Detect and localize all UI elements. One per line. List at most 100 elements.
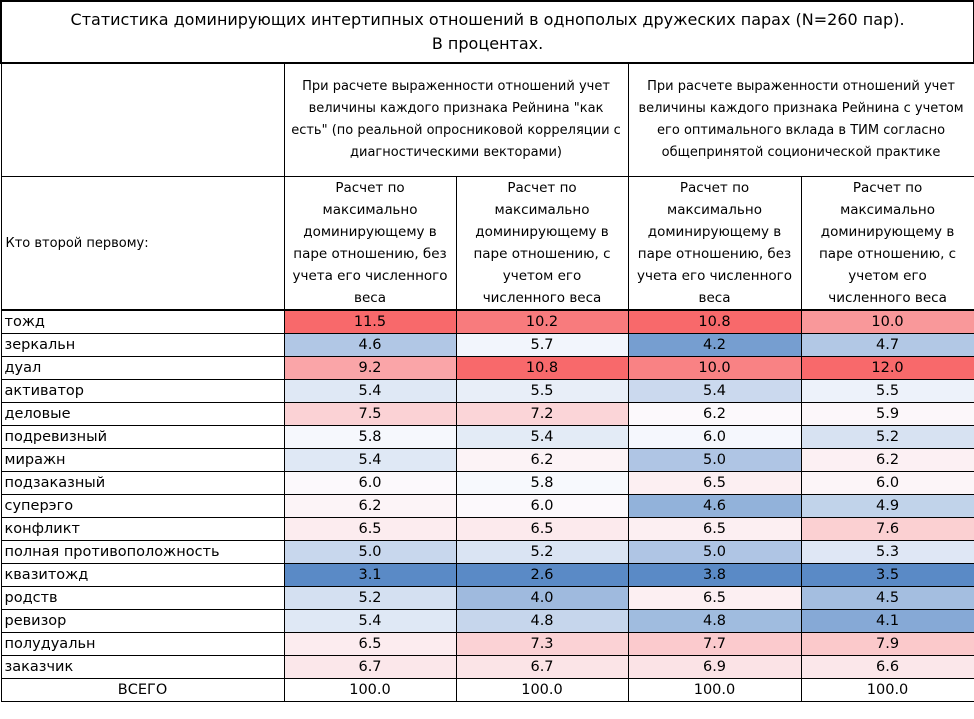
table-row: конфликт 6.5 6.5 6.5 7.6 [0,517,974,541]
value-cell: 10.8 [455,356,629,380]
value-cell: 7.3 [455,632,629,656]
value-cell: 6.9 [627,655,802,679]
value-cell: 10.0 [627,356,802,380]
row-label: ревизор [0,609,285,633]
value-cell: 6.7 [455,655,629,679]
value-cell: 4.1 [800,609,974,633]
row-label: подревизный [0,425,285,449]
value-cell: 4.7 [800,333,974,357]
table-row: дуал 9.2 10.8 10.0 12.0 [0,356,974,380]
value-cell: 6.5 [627,471,802,495]
value-cell: 2.6 [455,563,629,587]
table-title-line2: В процентах. [431,34,544,53]
table-row: миражн 5.4 6.2 5.0 6.2 [0,448,974,472]
value-cell: 5.2 [800,425,974,449]
value-cell: 6.2 [627,402,802,426]
value-cell: 10.0 [800,309,974,334]
table-title-line1: Статистика доминирующих интертипных отно… [70,10,905,29]
total-value-cell: 100.0 [283,678,457,702]
table-row: полная противоположность 5.0 5.2 5.0 5.3 [0,540,974,564]
value-cell: 6.6 [800,655,974,679]
row-label: родств [0,586,285,610]
value-cell: 6.5 [455,517,629,541]
header-corner [0,62,285,177]
value-cell: 7.2 [455,402,629,426]
subheader-col4: Расчет по максимально доминирующему в па… [800,176,974,311]
value-cell: 3.5 [800,563,974,587]
value-cell: 5.0 [627,448,802,472]
subheader-col1: Расчет по максимально доминирующему в па… [283,176,457,311]
value-cell: 4.6 [283,333,457,357]
value-cell: 6.0 [627,425,802,449]
value-cell: 5.4 [283,609,457,633]
table-row: активатор 5.4 5.5 5.4 5.5 [0,379,974,403]
subheader-col2: Расчет по максимально доминирующему в па… [455,176,629,311]
value-cell: 9.2 [283,356,457,380]
row-label: активатор [0,379,285,403]
value-cell: 7.6 [800,517,974,541]
total-label: ВСЕГО [0,678,285,702]
table-row: полудуальн 6.5 7.3 7.7 7.9 [0,632,974,656]
value-cell: 5.0 [283,540,457,564]
group-header-as-is: При расчете выраженности отношений учет … [283,62,629,177]
row-label: подзаказный [0,471,285,495]
value-cell: 4.6 [627,494,802,518]
value-cell: 5.7 [455,333,629,357]
table-title: Статистика доминирующих интертипных отно… [0,0,974,64]
row-header-label: Кто второй первому: [0,176,285,311]
row-label: полная противоположность [0,540,285,564]
value-cell: 7.5 [283,402,457,426]
row-label: тожд [0,309,285,334]
value-cell: 4.5 [800,586,974,610]
value-cell: 5.2 [455,540,629,564]
value-cell: 7.9 [800,632,974,656]
value-cell: 3.8 [627,563,802,587]
value-cell: 6.2 [800,448,974,472]
value-cell: 5.5 [800,379,974,403]
table-row: тожд 11.5 10.2 10.8 10.0 [0,309,974,334]
value-cell: 5.4 [283,379,457,403]
row-label: заказчик [0,655,285,679]
group-header-optimal: При расчете выраженности отношений учет … [627,62,974,177]
row-label: полудуальн [0,632,285,656]
value-cell: 4.8 [455,609,629,633]
row-label: деловые [0,402,285,426]
value-cell: 5.3 [800,540,974,564]
value-cell: 6.2 [455,448,629,472]
table-row: подзаказный 6.0 5.8 6.5 6.0 [0,471,974,495]
value-cell: 11.5 [283,309,457,334]
value-cell: 6.2 [283,494,457,518]
row-label: квазитожд [0,563,285,587]
value-cell: 4.9 [800,494,974,518]
value-cell: 6.7 [283,655,457,679]
table-row: зеркальн 4.6 5.7 4.2 4.7 [0,333,974,357]
statistics-table: Статистика доминирующих интертипных отно… [0,0,974,702]
value-cell: 5.2 [283,586,457,610]
value-cell: 5.4 [455,425,629,449]
table-row: подревизный 5.8 5.4 6.0 5.2 [0,425,974,449]
table-row: ревизор 5.4 4.8 4.8 4.1 [0,609,974,633]
value-cell: 6.0 [455,494,629,518]
value-cell: 5.8 [283,425,457,449]
total-value-cell: 100.0 [800,678,974,702]
table-row: суперэго 6.2 6.0 4.6 4.9 [0,494,974,518]
value-cell: 5.4 [627,379,802,403]
value-cell: 5.4 [283,448,457,472]
value-cell: 4.0 [455,586,629,610]
row-label: суперэго [0,494,285,518]
row-label: дуал [0,356,285,380]
value-cell: 6.5 [627,517,802,541]
value-cell: 5.8 [455,471,629,495]
row-label: зеркальн [0,333,285,357]
value-cell: 6.5 [627,586,802,610]
value-cell: 10.8 [627,309,802,334]
value-cell: 5.0 [627,540,802,564]
table-row: родств 5.2 4.0 6.5 4.5 [0,586,974,610]
value-cell: 10.2 [455,309,629,334]
subheader-col3: Расчет по максимально доминирующему в па… [627,176,802,311]
total-row: ВСЕГО 100.0 100.0 100.0 100.0 [0,678,974,702]
value-cell: 12.0 [800,356,974,380]
row-label: конфликт [0,517,285,541]
value-cell: 5.9 [800,402,974,426]
